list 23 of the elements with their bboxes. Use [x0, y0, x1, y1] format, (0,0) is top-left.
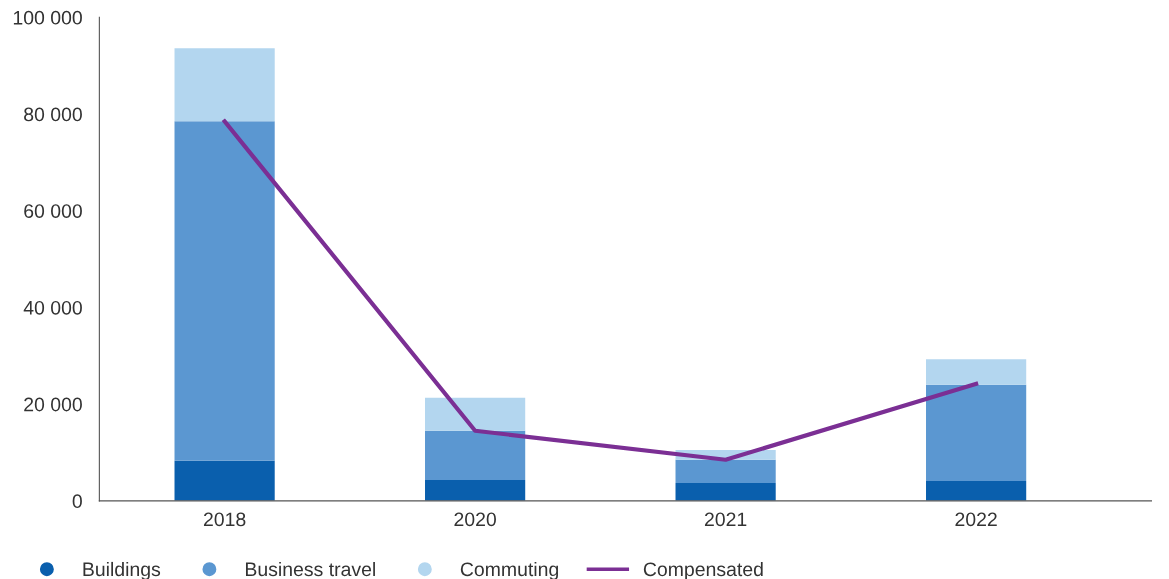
bar: [174, 460, 275, 501]
bar: [425, 480, 526, 501]
bar: [926, 481, 1027, 501]
bar: [174, 121, 275, 461]
y-tick-label: 60 000: [24, 204, 82, 218]
bar: [425, 430, 526, 481]
line-series: [222, 119, 979, 462]
y-tick-label: 0: [72, 494, 82, 509]
y-tick-label: 100 000: [13, 10, 82, 25]
bar: [174, 48, 275, 122]
x-tick-label: 2021: [704, 512, 747, 527]
y-tick-label: 80 000: [24, 107, 82, 122]
x-tick-label: 2018: [203, 512, 246, 527]
bar: [926, 384, 1027, 482]
y-tick-label: 40 000: [23, 300, 82, 315]
x-tick-label: 2022: [955, 512, 997, 527]
bar: [425, 397, 526, 431]
x-tick-label: 2020: [454, 512, 496, 527]
y-tick-label: 20 000: [24, 397, 82, 412]
bar: [675, 482, 776, 501]
bar: [675, 459, 776, 483]
bar: [926, 359, 1027, 385]
legend-label: Business travel: [245, 561, 375, 577]
